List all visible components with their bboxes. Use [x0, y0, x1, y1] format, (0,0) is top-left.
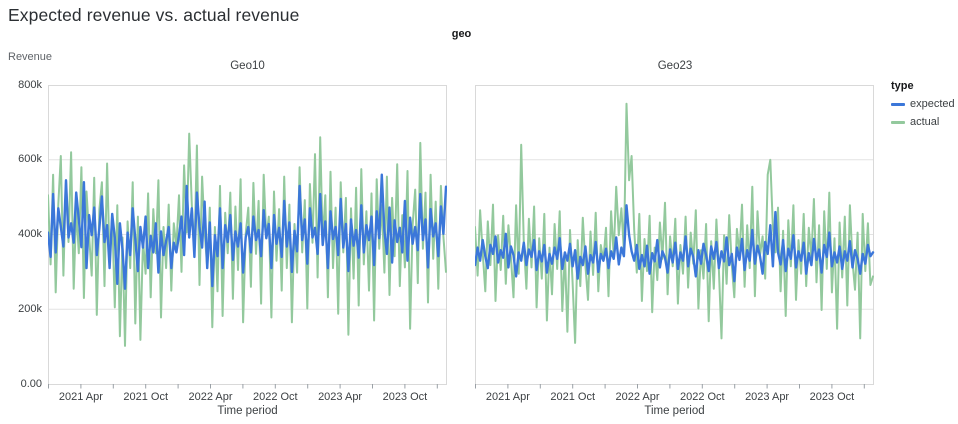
y-tick-label: 600k: [18, 153, 42, 166]
legend-item-actual: actual: [891, 116, 957, 128]
actual-line-swatch: [891, 120, 905, 124]
x-tick-label: 2021 Apr: [59, 391, 103, 403]
facet-title-geo10: Geo10: [230, 60, 265, 72]
geo10-chart: 2021 Apr 2021 Oct 2022 Apr 2022 Oct 2023 Apr…: [48, 85, 447, 417]
x-tick-label: 2023 Oct: [383, 391, 428, 403]
y-axis: 0.00 200k 400k 600k 800k: [0, 0, 42, 424]
facet-title-geo23: Geo23: [657, 60, 693, 72]
x-tick-label: 2023 Oct: [810, 391, 855, 403]
x-axis-title: Time period: [644, 405, 704, 417]
legend-item-label: expected: [910, 98, 955, 110]
y-tick-label: 0.00: [20, 377, 42, 390]
x-tick-label: 2021 Oct: [123, 391, 168, 403]
expected-line: [48, 173, 447, 290]
x-tick-label: 2022 Apr: [188, 391, 232, 403]
actual-line: [475, 102, 874, 344]
x-tick-label: 2022 Oct: [680, 391, 725, 403]
x-tick-label: 2021 Apr: [486, 391, 530, 403]
x-tick-label: 2021 Oct: [550, 391, 595, 403]
facet-field-header: geo: [451, 28, 472, 40]
x-tick-label: 2023 Apr: [745, 391, 789, 403]
actual-line: [48, 132, 447, 347]
x-tick-label: 2022 Oct: [253, 391, 298, 403]
x-axis-title: Time period: [217, 405, 277, 417]
legend-title: type: [891, 80, 914, 92]
legend: type expected actual: [891, 80, 957, 134]
expected-line-swatch: [891, 102, 905, 106]
y-tick-label: 800k: [18, 78, 42, 91]
x-tick-label: 2022 Apr: [615, 391, 659, 403]
x-tick-label: 2023 Apr: [318, 391, 362, 403]
y-axis-title: Revenue: [8, 51, 53, 63]
legend-item-expected: expected: [891, 98, 957, 110]
geo23-chart: 2021 Apr 2021 Oct 2022 Apr 2022 Oct 2023 Apr…: [475, 85, 875, 417]
page-title: Expected revenue vs. actual revenue: [8, 5, 300, 25]
expected-line: [475, 204, 875, 283]
y-tick-label: 200k: [18, 302, 42, 315]
legend-item-label: actual: [910, 116, 940, 128]
y-tick-label: 400k: [18, 228, 42, 240]
